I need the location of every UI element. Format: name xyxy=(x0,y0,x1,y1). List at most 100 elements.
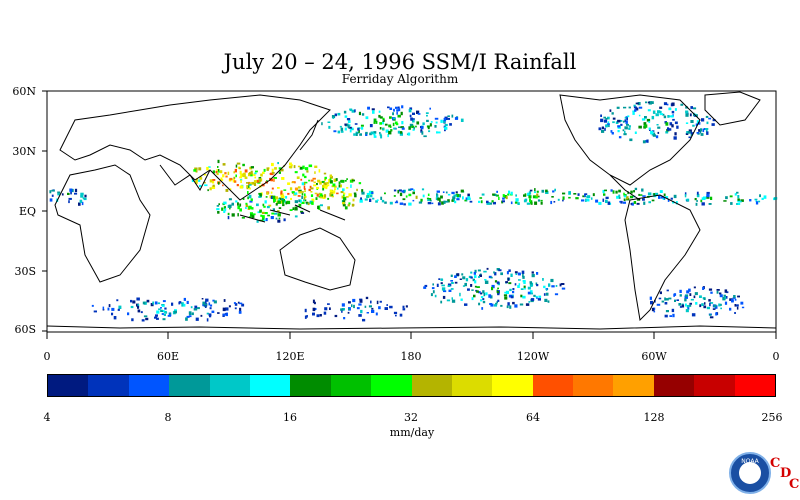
rain-cell xyxy=(646,118,651,122)
map-title: July 20 – 24, 1996 SSM/I Rainfall xyxy=(223,50,577,74)
rain-cell xyxy=(246,182,249,184)
rain-cell xyxy=(773,197,776,201)
rain-cell xyxy=(497,287,499,290)
rain-cell xyxy=(545,189,548,193)
rain-cell xyxy=(400,126,404,129)
rain-cell xyxy=(701,118,705,122)
rain-cell xyxy=(294,200,298,204)
rain-cell xyxy=(238,167,241,170)
rain-cell xyxy=(245,207,247,209)
rain-cell xyxy=(202,301,206,305)
rain-cell xyxy=(367,106,370,110)
rain-cell xyxy=(620,200,623,204)
rain-cell xyxy=(402,308,406,311)
colorbar-swatch-14 xyxy=(613,375,654,396)
rain-cell xyxy=(692,124,695,127)
rain-cell xyxy=(308,188,311,192)
rain-cell xyxy=(462,196,464,200)
rain-cell xyxy=(630,190,633,194)
rain-cell xyxy=(648,127,651,130)
rain-cell xyxy=(361,127,364,130)
rain-cell xyxy=(222,163,226,166)
rain-cell xyxy=(294,171,298,174)
rain-cell xyxy=(343,194,345,197)
rain-cell xyxy=(666,289,669,292)
rain-cell xyxy=(400,111,403,116)
rain-cell xyxy=(641,188,644,192)
rain-cell xyxy=(291,181,296,183)
rain-cell xyxy=(274,196,278,200)
rain-cell xyxy=(509,305,512,309)
rain-cell xyxy=(502,197,505,200)
rain-cell xyxy=(638,193,640,196)
rain-cell xyxy=(529,189,533,192)
rain-cell xyxy=(182,303,186,307)
rain-cell xyxy=(622,201,626,204)
rain-cell xyxy=(173,310,177,314)
rain-cell xyxy=(256,179,260,183)
rain-cell xyxy=(236,184,239,187)
rain-cell xyxy=(51,189,55,192)
rain-cell xyxy=(240,173,244,177)
rain-cell xyxy=(246,186,249,190)
rain-cell xyxy=(359,133,362,136)
rain-cell xyxy=(190,306,193,309)
rain-cell xyxy=(526,202,530,205)
rain-cell xyxy=(450,274,453,277)
rain-cell xyxy=(504,195,507,199)
rain-cell xyxy=(612,190,615,194)
rain-cell xyxy=(298,191,302,194)
rain-cell xyxy=(164,307,167,310)
rain-cell xyxy=(266,167,269,171)
colorbar-swatch-3 xyxy=(169,375,210,396)
rain-cell xyxy=(488,294,492,298)
rain-cell xyxy=(536,195,540,198)
rain-cell xyxy=(314,192,318,195)
rain-cell xyxy=(436,131,438,134)
rain-cell xyxy=(401,127,405,130)
rain-cell xyxy=(612,121,615,124)
rain-cell xyxy=(694,198,697,201)
rain-cell xyxy=(231,213,235,217)
rain-cell xyxy=(471,289,474,291)
rain-cell xyxy=(49,198,53,202)
colorbar-swatch-4 xyxy=(209,375,250,396)
rain-cell xyxy=(399,313,403,317)
rain-cell xyxy=(755,201,759,205)
colorbar-swatch-15 xyxy=(653,375,695,396)
rain-cell xyxy=(362,318,366,322)
rain-cell xyxy=(246,185,248,188)
rain-cell xyxy=(420,129,423,131)
rain-cell xyxy=(393,189,397,192)
rain-cell xyxy=(659,291,662,295)
rain-cell xyxy=(550,278,554,283)
rain-cell xyxy=(194,305,198,309)
rain-cell xyxy=(624,119,627,122)
rain-cell xyxy=(262,217,265,221)
rain-cell xyxy=(486,200,489,204)
rain-cell xyxy=(690,106,693,109)
rain-cell xyxy=(273,178,275,182)
rain-cell xyxy=(663,115,667,119)
rain-cell xyxy=(494,280,498,283)
rain-cell xyxy=(233,302,236,304)
rain-cell xyxy=(706,193,710,198)
rain-cell xyxy=(371,191,374,194)
rain-cell xyxy=(378,306,381,310)
rain-cell xyxy=(412,112,415,115)
rain-cell xyxy=(303,185,306,189)
rain-cell xyxy=(197,307,200,310)
rain-cell xyxy=(688,129,692,133)
rain-cell xyxy=(506,305,509,309)
rain-cell xyxy=(435,197,439,200)
rain-cell xyxy=(306,315,308,318)
rain-cell xyxy=(601,129,605,133)
rain-cell xyxy=(335,178,338,181)
rain-cell xyxy=(257,182,261,184)
rain-cell xyxy=(380,135,383,139)
rain-cell xyxy=(406,133,409,136)
rain-cell xyxy=(688,136,692,139)
rain-cell xyxy=(373,133,376,136)
rain-cell xyxy=(399,202,404,205)
rain-cell xyxy=(378,114,381,118)
